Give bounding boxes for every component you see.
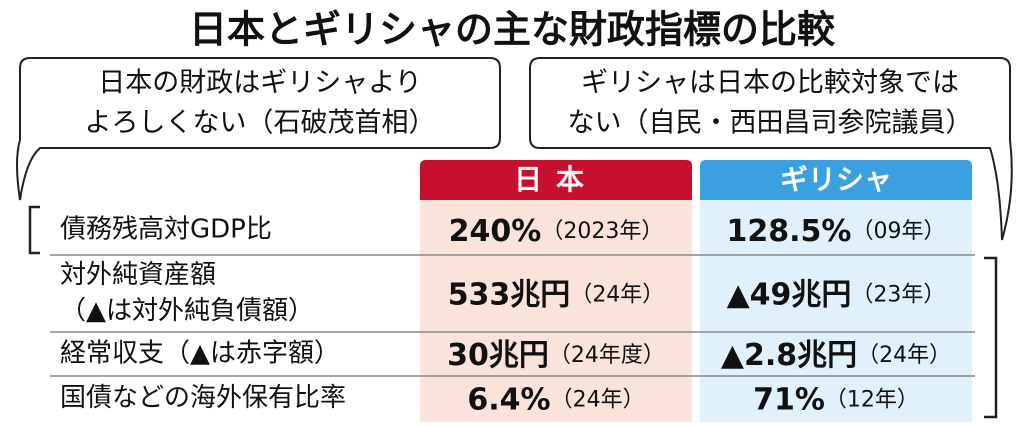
japan-column-bg	[420, 200, 692, 422]
title: 日本とギリシャの主な財政指標の比較	[189, 8, 836, 52]
column-header: ギリシャ	[780, 163, 892, 196]
quote-line: ない（自民・西田昌司参院議員）	[568, 108, 973, 139]
cell-value: 128.5%	[727, 214, 852, 249]
cell-note: （09年）	[851, 219, 945, 244]
cell-note: （24年度）	[549, 343, 665, 368]
row-label: （▲は対外純負債額）	[60, 296, 314, 326]
cell: ▲2.8兆円（24年）	[721, 338, 951, 373]
quote-line: よろしくない（石破茂首相）	[85, 108, 436, 139]
cell-note: （23年）	[851, 283, 945, 308]
cell-note: （24年）	[570, 283, 664, 308]
quote-line: ギリシャは日本の比較対象では	[581, 68, 959, 99]
cell: 533兆円（24年）	[448, 277, 665, 312]
row-label: 国債などの海外保有比率	[60, 383, 346, 413]
bracket-left	[28, 205, 40, 255]
cell: 240%（2023年）	[449, 214, 664, 249]
cell-value: 533兆円	[448, 277, 571, 312]
cell-value: ▲2.8兆円	[721, 338, 857, 373]
quote-bubble-right	[529, 57, 1013, 241]
cell: 6.4%（24年）	[467, 382, 644, 417]
cell: 30兆円（24年度）	[447, 338, 665, 373]
cell-value: ▲49兆円	[727, 277, 852, 312]
cell-note: （24年）	[551, 388, 645, 413]
row-label: 経常収支（▲は赤字額）	[60, 339, 340, 369]
bracket-right	[984, 256, 998, 419]
cell: ▲49兆円（23年）	[727, 277, 946, 312]
cell-value: 71%	[753, 382, 825, 417]
cell-note: （24年）	[857, 343, 951, 368]
cell: 128.5%（09年）	[727, 214, 946, 249]
cell-value: 240%	[449, 214, 542, 249]
cell: 71%（12年）	[753, 382, 919, 417]
column-header: 日本	[514, 163, 598, 196]
japan-header-bg	[420, 160, 692, 200]
cell-note: （12年）	[825, 388, 919, 413]
row-label: 債務残高対GDP比	[60, 215, 272, 245]
cell-value: 30兆円	[447, 338, 549, 373]
row-label: 対外純資産額	[60, 260, 216, 290]
quote-bubble-left	[16, 57, 501, 201]
cell-note: （2023年）	[541, 219, 663, 244]
greece-column-bg	[700, 200, 972, 422]
quote-line: 日本の財政はギリシャより	[98, 68, 421, 99]
cell-value: 6.4%	[467, 382, 550, 417]
greece-header-bg	[700, 160, 972, 200]
